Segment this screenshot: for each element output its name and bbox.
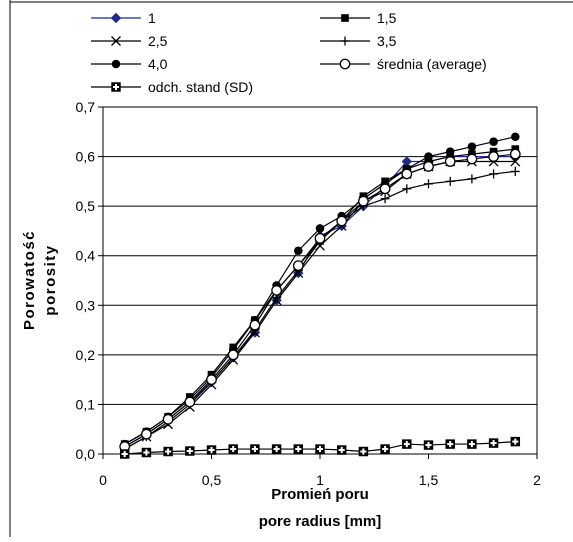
data-point bbox=[292, 260, 304, 272]
legend-label: 2,5 bbox=[148, 33, 168, 49]
y-axis-label-line-1: Porowatość bbox=[21, 230, 38, 330]
data-point bbox=[424, 179, 433, 189]
legend-item: 1 bbox=[91, 10, 156, 26]
legend-item: 1,5 bbox=[320, 10, 397, 26]
data-series bbox=[119, 132, 521, 459]
data-point bbox=[250, 444, 260, 454]
x-axis-label-line-1: Promień poru bbox=[271, 486, 369, 503]
x-tick-label: 1 bbox=[316, 472, 324, 488]
data-point bbox=[358, 446, 369, 457]
data-point bbox=[185, 446, 195, 456]
data-point bbox=[315, 224, 325, 233]
data-point bbox=[111, 36, 121, 46]
data-point bbox=[444, 156, 456, 167]
series-7 bbox=[119, 436, 521, 459]
data-point bbox=[379, 183, 391, 195]
legend-label: odch. stand (SD) bbox=[148, 79, 253, 95]
y-tick-label: 0,3 bbox=[76, 297, 96, 313]
data-point bbox=[467, 439, 477, 449]
data-point bbox=[466, 153, 478, 165]
data-point bbox=[467, 174, 477, 184]
legend-item: odch. stand (SD) bbox=[91, 79, 253, 95]
data-point bbox=[423, 161, 434, 172]
data-point bbox=[510, 436, 521, 447]
data-point bbox=[402, 439, 412, 449]
data-point bbox=[228, 444, 238, 454]
data-point bbox=[380, 444, 390, 454]
data-point bbox=[423, 440, 434, 450]
data-point bbox=[488, 151, 499, 162]
x-axis-label-line-2: pore radius [mm] bbox=[259, 513, 382, 530]
data-point bbox=[509, 148, 521, 160]
data-point bbox=[424, 152, 433, 161]
legend-label: 3,5 bbox=[377, 33, 397, 49]
data-point bbox=[489, 169, 499, 179]
y-tick-label: 0,7 bbox=[76, 99, 96, 115]
data-point bbox=[249, 319, 261, 331]
y-axis-label-line-2: porosity bbox=[42, 244, 59, 315]
data-point bbox=[340, 36, 350, 46]
data-point bbox=[511, 132, 520, 142]
y-tick-label: 0,0 bbox=[76, 446, 96, 462]
legend-label: średnia (average) bbox=[377, 56, 487, 72]
data-point bbox=[445, 439, 455, 449]
data-point bbox=[402, 184, 412, 194]
legend-item: 2,5 bbox=[91, 33, 168, 49]
data-point bbox=[358, 195, 369, 207]
data-point bbox=[184, 396, 196, 408]
data-point bbox=[293, 444, 304, 454]
y-tick-label: 0,1 bbox=[76, 396, 96, 412]
x-tick-label: 0,5 bbox=[202, 472, 222, 488]
data-point bbox=[445, 176, 455, 186]
series-6 bbox=[119, 148, 521, 452]
data-point bbox=[227, 349, 239, 361]
y-tick-label: 0,4 bbox=[76, 248, 96, 264]
data-point bbox=[339, 58, 351, 70]
x-tick-label: 2 bbox=[533, 472, 541, 488]
data-point bbox=[162, 413, 174, 425]
legend-item: 4,0 bbox=[91, 56, 168, 72]
data-point bbox=[271, 444, 282, 454]
data-point bbox=[141, 447, 152, 458]
data-point-stroke bbox=[111, 36, 121, 46]
x-tick-label: 1,5 bbox=[419, 472, 439, 488]
legend-label: 1,5 bbox=[377, 10, 397, 26]
legend-label: 1 bbox=[148, 10, 156, 26]
data-point bbox=[271, 285, 282, 296]
data-point bbox=[336, 445, 347, 455]
y-tick-label: 0,5 bbox=[76, 198, 96, 214]
data-point bbox=[110, 12, 122, 24]
x-tick-label: 0 bbox=[99, 472, 107, 488]
data-point bbox=[445, 147, 455, 156]
data-point bbox=[163, 446, 173, 457]
legend-item: średnia (average) bbox=[320, 56, 487, 72]
data-point bbox=[315, 444, 325, 454]
legend-item: 3,5 bbox=[320, 33, 397, 49]
data-point bbox=[336, 215, 348, 227]
data-point bbox=[141, 428, 152, 440]
data-point bbox=[206, 374, 217, 386]
y-tick-label: 0,6 bbox=[76, 149, 96, 165]
y-tick-label: 0,2 bbox=[76, 347, 96, 363]
data-point bbox=[380, 194, 390, 204]
data-point bbox=[111, 59, 121, 69]
legend: 1 1,5 2,5 3,5 4,0 średnia (average) odch. stan… bbox=[91, 10, 487, 95]
axis-ticks: 0,0 0,1 0,2 0,3 0,4 0,5 0,6 0,7 0 0,5 1 1,5 2 bbox=[76, 99, 542, 488]
data-point bbox=[314, 232, 326, 244]
data-point bbox=[489, 137, 498, 146]
data-point bbox=[401, 168, 413, 180]
data-point bbox=[294, 246, 303, 256]
data-point bbox=[206, 445, 217, 455]
data-point bbox=[488, 438, 499, 448]
data-point bbox=[111, 82, 121, 92]
data-point bbox=[119, 449, 130, 459]
data-point bbox=[510, 166, 520, 176]
data-point bbox=[467, 142, 477, 151]
legend-label: 4,0 bbox=[148, 56, 168, 72]
grid-lines bbox=[103, 156, 537, 405]
data-point bbox=[341, 14, 349, 22]
